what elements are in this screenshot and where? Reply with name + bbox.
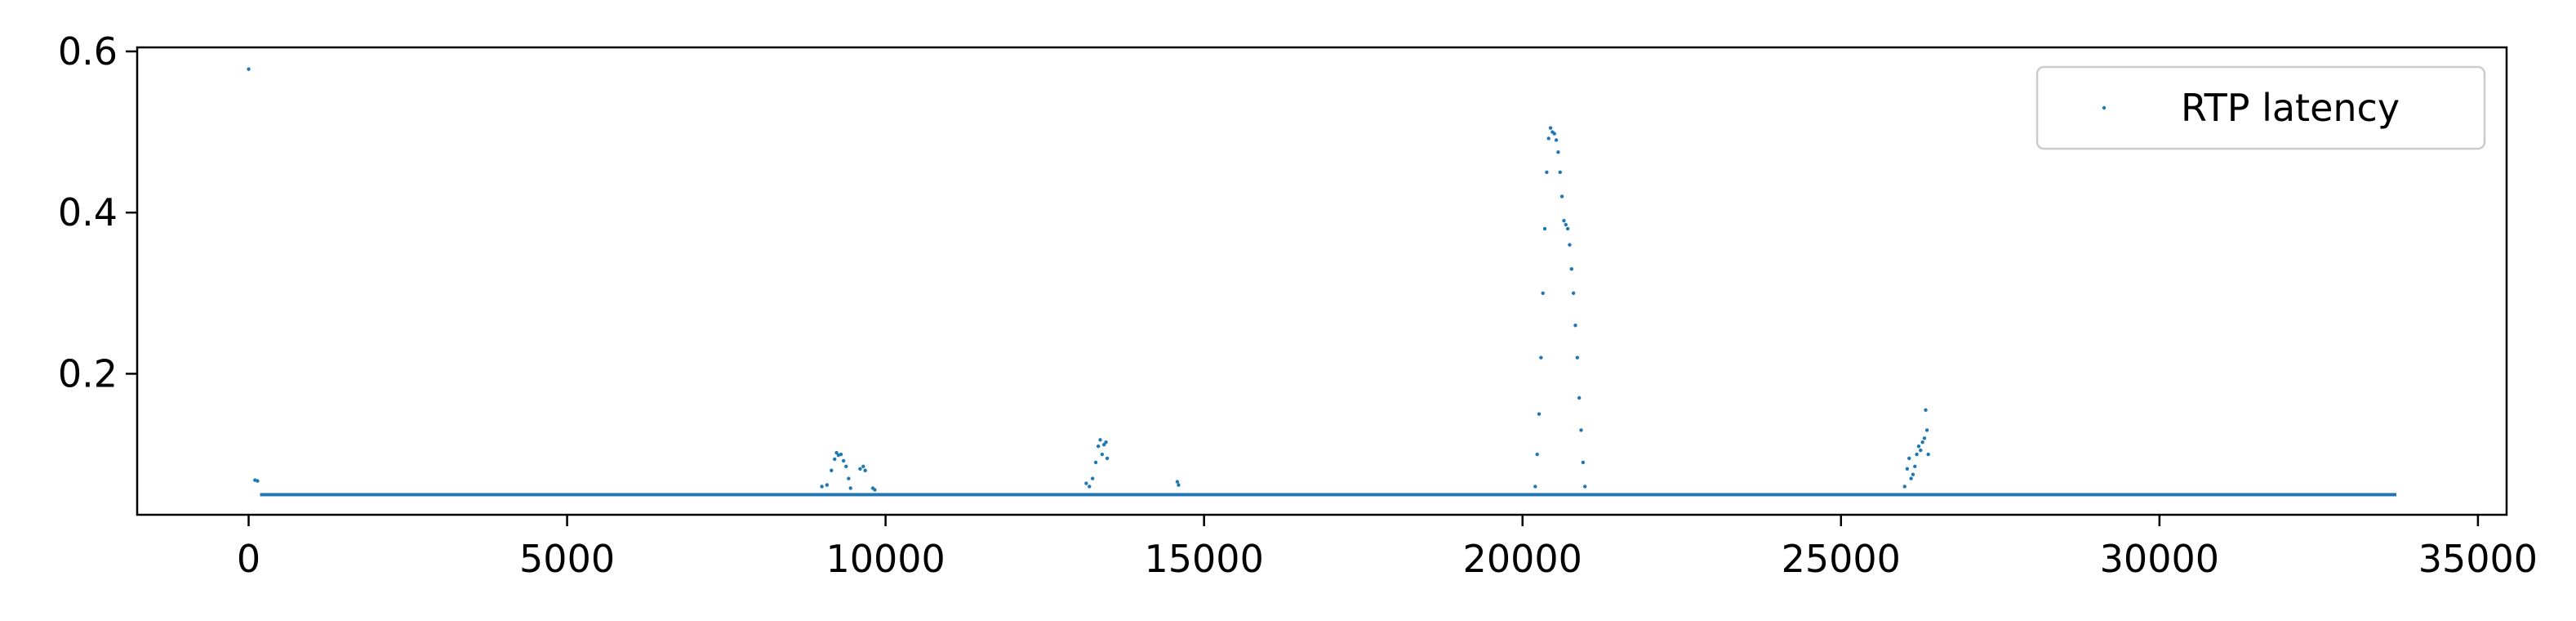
data-point (848, 486, 852, 490)
y-tick-label: 0.2 (58, 351, 118, 395)
data-point (1924, 408, 1928, 412)
data-point (1581, 460, 1586, 465)
data-point (1911, 472, 1915, 476)
data-point (1546, 136, 1550, 141)
data-point (833, 457, 837, 462)
data-point (1568, 243, 1572, 247)
data-point (1902, 485, 1906, 489)
data-point (820, 485, 824, 489)
axes-frame (136, 46, 2508, 516)
data-point (1569, 267, 1574, 271)
x-tick-label: 0 (237, 537, 260, 581)
data-point (844, 464, 848, 469)
data-point (841, 458, 846, 463)
data-point (1915, 452, 1919, 457)
data-point (825, 483, 830, 487)
data-point (1919, 448, 1923, 453)
x-tick-label: 20000 (1463, 537, 1582, 581)
data-point (1582, 485, 1587, 489)
data-point (1559, 194, 1564, 199)
data-point (873, 488, 877, 492)
legend-label: RTP latency (2181, 86, 2400, 130)
data-point (839, 452, 843, 457)
data-point (1920, 440, 1924, 445)
data-point (1907, 456, 1911, 461)
data-point (1084, 481, 1088, 485)
data-point (1539, 355, 1543, 360)
legend: RTP latency (2035, 65, 2486, 150)
data-point (863, 468, 867, 472)
data-point (256, 479, 260, 483)
data-point (1100, 452, 1105, 457)
data-point (861, 464, 865, 469)
data-point (1926, 452, 1930, 457)
data-point (830, 468, 834, 472)
data-point (1104, 440, 1108, 445)
data-point (1552, 132, 1556, 136)
data-point (1541, 291, 1545, 295)
data-point (1558, 170, 1562, 175)
data-point (1105, 456, 1110, 461)
data-point (1096, 444, 1101, 449)
data-point (1575, 355, 1580, 360)
data-point (1922, 436, 1927, 440)
legend-marker (2102, 105, 2107, 110)
data-point (858, 467, 862, 471)
data-point (1545, 170, 1549, 175)
data-point (1535, 452, 1539, 457)
y-tick-label: 0.4 (58, 190, 118, 235)
series-rtp-latency (247, 67, 2397, 497)
data-point (1548, 126, 1553, 130)
x-tick-label: 5000 (519, 537, 615, 581)
axis-ticks: 0 5000 10000 15000 20000 25000 30000 35000 0.2 0.… (58, 29, 2538, 581)
data-point (1909, 476, 1913, 480)
x-tick-label: 15000 (1145, 537, 1264, 581)
x-tick-label: 30000 (2100, 537, 2219, 581)
data-point (1175, 480, 1180, 484)
data-point (1571, 291, 1576, 295)
data-point (1556, 150, 1560, 154)
data-point (834, 450, 839, 455)
data-point (847, 476, 851, 480)
data-point (1554, 138, 1559, 142)
x-tick-label: 10000 (825, 537, 945, 581)
data-point (1564, 222, 1568, 227)
data-point (1577, 395, 1582, 400)
data-point (1533, 485, 1537, 489)
y-tick-label: 0.6 (58, 29, 118, 74)
data-point (1573, 324, 1577, 328)
data-point (1098, 438, 1102, 442)
data-point (1913, 464, 1917, 469)
legend-box (2035, 65, 2486, 150)
data-point (1537, 412, 1542, 416)
data-point (1562, 218, 1566, 223)
data-point (1924, 428, 1929, 432)
x-tick-label: 35000 (2418, 537, 2538, 581)
data-point (1177, 483, 1181, 487)
data-point (1102, 443, 1106, 447)
data-point (1579, 428, 1583, 432)
data-point (1905, 467, 1910, 471)
plot-area (247, 67, 2397, 497)
data-point (247, 67, 251, 71)
data-point (1565, 226, 1570, 231)
data-point (1090, 476, 1095, 480)
data-point (1088, 485, 1092, 489)
data-point (1542, 226, 1547, 231)
data-point (1916, 444, 1921, 449)
x-tick-label: 25000 (1782, 537, 1901, 581)
data-point (1093, 460, 1098, 465)
